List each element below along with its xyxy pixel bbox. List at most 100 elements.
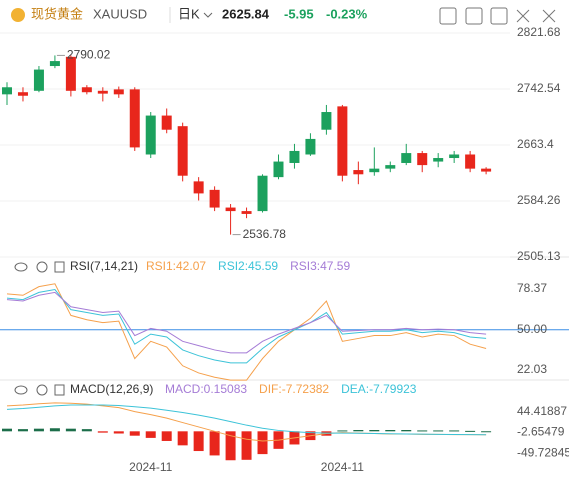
macd-bar — [33, 428, 44, 432]
candle-body — [145, 115, 156, 155]
candle-body — [465, 154, 476, 169]
settings-icon[interactable] — [36, 384, 48, 396]
y-tick-label: -2.65479 — [517, 425, 565, 439]
candle-body — [65, 56, 76, 91]
macd-bar — [81, 429, 92, 432]
macd-bar — [353, 430, 364, 432]
y-tick-label: 44.41887 — [517, 404, 567, 418]
candle-body — [481, 168, 492, 172]
macd-bar — [417, 430, 428, 432]
candle-body — [209, 189, 220, 208]
coin-icon — [11, 8, 25, 22]
macd-bar — [193, 431, 204, 452]
change-pct: -0.23% — [326, 6, 368, 21]
candle-body — [97, 90, 108, 94]
candle-body — [321, 112, 332, 130]
candle-body — [241, 211, 252, 214]
y-tick-label: 78.37 — [517, 281, 547, 295]
pane-title: MACD(12,26,9) — [70, 382, 153, 396]
candle-body — [161, 115, 172, 130]
x-tick-label: 2024-11 — [321, 460, 364, 474]
series-line — [6, 291, 487, 354]
candle-body — [417, 153, 428, 166]
macd-bar — [2, 428, 12, 432]
macd-bar — [481, 431, 492, 433]
candle-body — [369, 168, 380, 173]
x-tick-label: 2024-11 — [129, 460, 172, 474]
macd-bar — [385, 430, 396, 432]
macd-bar — [65, 428, 76, 432]
macd-bar — [433, 430, 444, 432]
y-tick-label: 2742.54 — [517, 81, 561, 95]
candle-body — [353, 170, 364, 175]
tool-button[interactable] — [465, 7, 483, 25]
y-tick-label: 50.00 — [517, 322, 547, 336]
tool-button[interactable] — [439, 7, 457, 25]
series-line — [6, 288, 487, 364]
annotation: 2790.02 — [67, 48, 111, 62]
period[interactable]: 日K — [178, 6, 200, 21]
series-line — [6, 404, 487, 436]
y-tick-label: 2505.13 — [517, 249, 561, 263]
series-line — [6, 283, 487, 381]
y-tick-label: 22.03 — [517, 362, 547, 376]
price: 2625.84 — [222, 6, 270, 21]
candle-body — [2, 87, 12, 95]
candle-body — [81, 87, 92, 93]
legend-entry: MACD:0.15083 — [165, 382, 247, 396]
legend-entry: RSI3:47.59 — [290, 259, 350, 273]
eye-icon[interactable] — [14, 385, 28, 395]
candle-body — [449, 154, 460, 159]
dropdown-icon[interactable] — [203, 12, 213, 18]
macd-bar — [17, 429, 28, 432]
candle-body — [113, 89, 124, 95]
legend-entry: RSI2:45.59 — [218, 259, 278, 273]
candle-body — [385, 165, 396, 169]
candle-body — [401, 153, 412, 163]
macd-bar — [465, 430, 476, 432]
settings-icon[interactable] — [36, 261, 48, 273]
macd-bar — [241, 431, 252, 460]
legend-entry: RSI1:42.07 — [146, 259, 206, 273]
macd-bar — [129, 431, 140, 436]
candle-body — [17, 92, 28, 96]
y-tick-label: 2821.68 — [517, 25, 561, 39]
close-button[interactable] — [542, 9, 556, 23]
symbol: XAUUSD — [93, 6, 147, 21]
macd-bar — [369, 430, 380, 432]
candle-body — [49, 61, 60, 67]
macd-bar — [257, 431, 268, 455]
macd-bar — [401, 430, 412, 432]
tool-button[interactable] — [490, 7, 508, 25]
candle-body — [33, 69, 44, 91]
candle-body — [257, 175, 268, 212]
y-tick-label: 2584.26 — [517, 193, 561, 207]
legend-entry: DEA:-7.79923 — [341, 382, 417, 396]
macd-bar — [449, 430, 460, 432]
macd-bar — [177, 431, 188, 446]
y-tick-label: 2663.4 — [517, 137, 554, 151]
annotation: 2536.78 — [243, 227, 287, 241]
candle-body — [289, 150, 300, 163]
macd-bar — [145, 431, 156, 438]
y-tick-label: -49.72845 — [517, 445, 569, 459]
candle-body — [305, 138, 316, 155]
macd-bar — [113, 431, 124, 434]
candle-body — [225, 207, 236, 212]
macd-bar — [161, 431, 172, 441]
pane-icon[interactable] — [54, 384, 65, 396]
candle-body — [193, 181, 204, 194]
legend-entry: DIF:-7.72382 — [259, 382, 329, 396]
symbol-name: 现货黄金 — [31, 6, 83, 21]
pane-title: RSI(7,14,21) — [70, 259, 138, 273]
candle-body — [273, 161, 284, 178]
macd-bar — [337, 430, 348, 432]
macd-bar — [49, 428, 60, 432]
tool-button[interactable] — [516, 9, 530, 23]
pane-icon[interactable] — [54, 261, 65, 273]
change: -5.95 — [284, 6, 314, 21]
macd-bar — [209, 431, 220, 456]
eye-icon[interactable] — [14, 262, 28, 272]
